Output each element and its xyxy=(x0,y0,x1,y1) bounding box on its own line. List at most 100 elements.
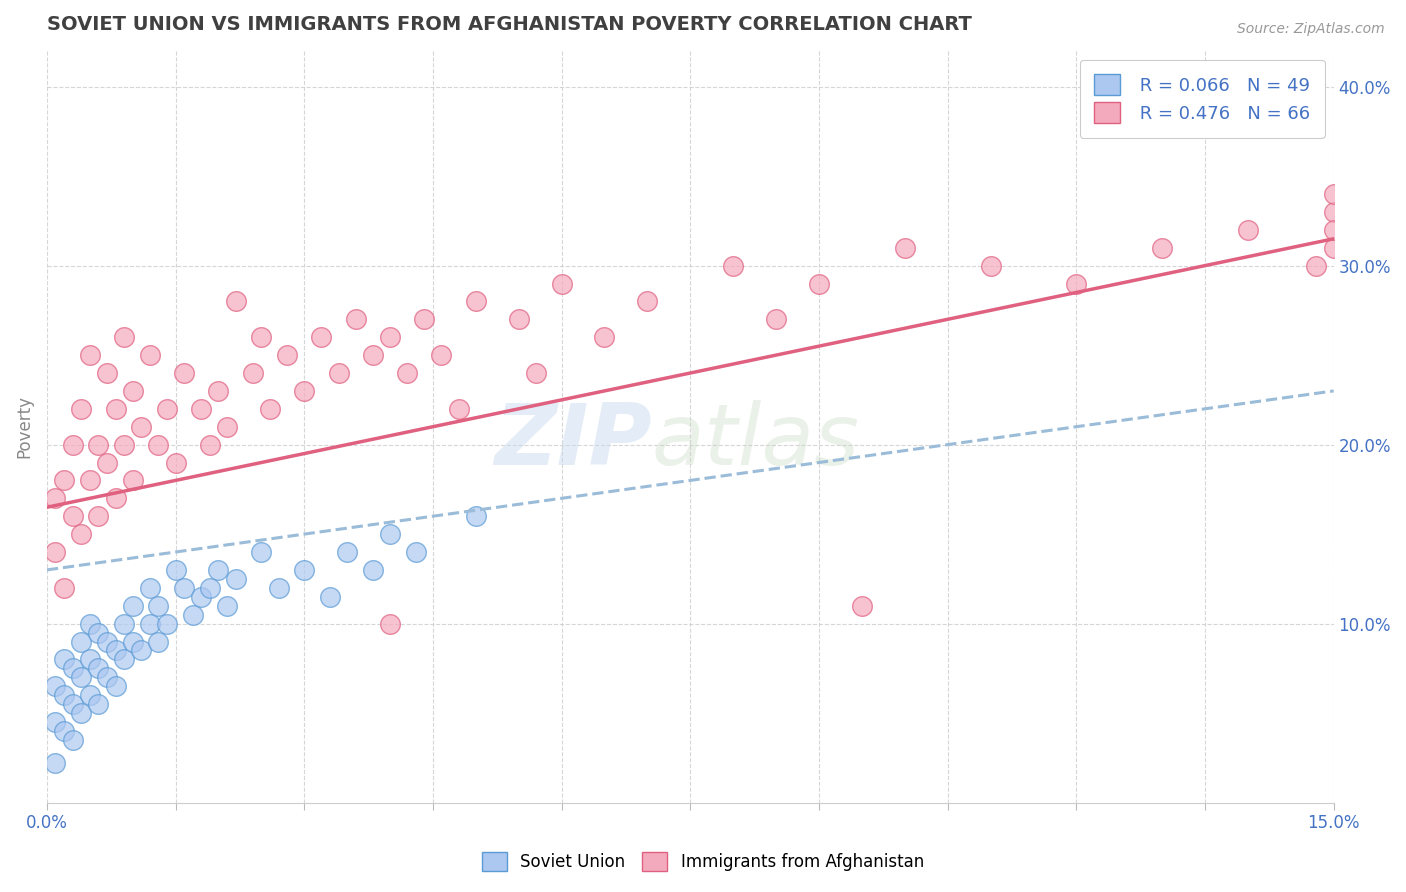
Point xyxy=(215,599,238,613)
Point xyxy=(1323,241,1346,255)
Point xyxy=(129,419,152,434)
Point xyxy=(173,581,195,595)
Point xyxy=(112,652,135,666)
Point xyxy=(44,714,66,729)
Point xyxy=(156,616,179,631)
Point xyxy=(112,616,135,631)
Point xyxy=(765,312,787,326)
Point xyxy=(207,563,229,577)
Point xyxy=(1305,259,1327,273)
Point xyxy=(508,312,530,326)
Point xyxy=(550,277,572,291)
Point xyxy=(112,437,135,451)
Point xyxy=(259,401,281,416)
Point xyxy=(276,348,298,362)
Point xyxy=(979,259,1001,273)
Point xyxy=(242,366,264,380)
Point xyxy=(53,474,76,488)
Point xyxy=(53,724,76,739)
Point xyxy=(173,366,195,380)
Point xyxy=(721,259,744,273)
Point xyxy=(378,330,401,344)
Point xyxy=(129,643,152,657)
Point xyxy=(447,401,470,416)
Point xyxy=(148,437,170,451)
Point xyxy=(79,652,101,666)
Point xyxy=(87,697,110,711)
Point xyxy=(215,419,238,434)
Point xyxy=(139,616,162,631)
Point xyxy=(87,437,110,451)
Point xyxy=(70,527,93,541)
Point xyxy=(62,697,84,711)
Point xyxy=(361,563,384,577)
Point xyxy=(464,509,486,524)
Point xyxy=(104,679,127,693)
Point xyxy=(190,590,212,604)
Point xyxy=(156,401,179,416)
Point xyxy=(378,527,401,541)
Point xyxy=(165,563,187,577)
Point xyxy=(893,241,915,255)
Point xyxy=(121,474,143,488)
Point xyxy=(121,599,143,613)
Point xyxy=(1064,277,1087,291)
Point xyxy=(405,545,427,559)
Y-axis label: Poverty: Poverty xyxy=(15,395,32,458)
Point xyxy=(112,330,135,344)
Point xyxy=(62,661,84,675)
Point xyxy=(807,277,830,291)
Point xyxy=(225,294,247,309)
Point xyxy=(292,384,315,398)
Point xyxy=(104,643,127,657)
Point xyxy=(181,607,204,622)
Point xyxy=(198,437,221,451)
Point xyxy=(44,679,66,693)
Point xyxy=(524,366,547,380)
Point xyxy=(62,437,84,451)
Point xyxy=(96,366,118,380)
Point xyxy=(344,312,367,326)
Point xyxy=(139,581,162,595)
Point xyxy=(96,456,118,470)
Point xyxy=(104,491,127,506)
Point xyxy=(62,509,84,524)
Point xyxy=(593,330,616,344)
Point xyxy=(87,509,110,524)
Point xyxy=(378,616,401,631)
Point xyxy=(250,330,273,344)
Point xyxy=(79,348,101,362)
Point xyxy=(96,670,118,684)
Point xyxy=(328,366,350,380)
Point xyxy=(96,634,118,648)
Point xyxy=(87,625,110,640)
Point xyxy=(121,634,143,648)
Point xyxy=(207,384,229,398)
Point xyxy=(336,545,359,559)
Point xyxy=(70,634,93,648)
Point xyxy=(121,384,143,398)
Point xyxy=(267,581,290,595)
Point xyxy=(165,456,187,470)
Point xyxy=(70,401,93,416)
Text: Source: ZipAtlas.com: Source: ZipAtlas.com xyxy=(1237,22,1385,37)
Point xyxy=(1323,205,1346,219)
Point xyxy=(361,348,384,362)
Point xyxy=(70,670,93,684)
Text: SOVIET UNION VS IMMIGRANTS FROM AFGHANISTAN POVERTY CORRELATION CHART: SOVIET UNION VS IMMIGRANTS FROM AFGHANIS… xyxy=(46,15,972,34)
Point xyxy=(464,294,486,309)
Point xyxy=(70,706,93,720)
Legend:  R = 0.066   N = 49,  R = 0.476   N = 66: R = 0.066 N = 49, R = 0.476 N = 66 xyxy=(1080,60,1324,137)
Point xyxy=(148,599,170,613)
Point xyxy=(250,545,273,559)
Point xyxy=(198,581,221,595)
Point xyxy=(79,474,101,488)
Point xyxy=(413,312,436,326)
Point xyxy=(1152,241,1174,255)
Point xyxy=(636,294,658,309)
Text: ZIP: ZIP xyxy=(494,401,651,483)
Point xyxy=(292,563,315,577)
Point xyxy=(79,688,101,702)
Text: atlas: atlas xyxy=(651,401,859,483)
Point xyxy=(1323,187,1346,202)
